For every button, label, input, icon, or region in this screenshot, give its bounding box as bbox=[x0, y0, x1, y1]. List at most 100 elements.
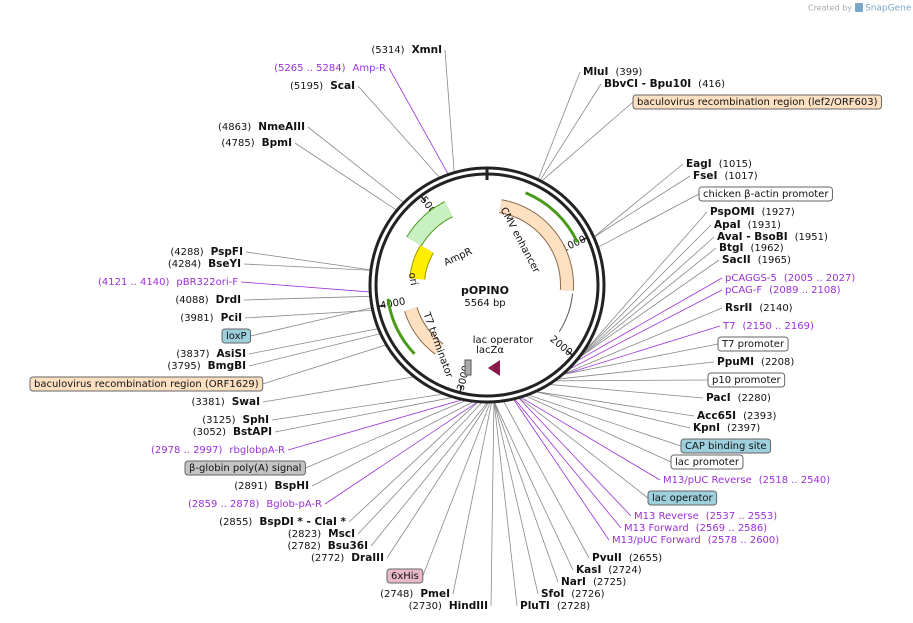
primer-label: (4121 .. 4140) pBR322ori-F bbox=[98, 277, 238, 288]
label-position: (3052) bbox=[193, 427, 226, 438]
leader-line bbox=[243, 263, 370, 271]
ring-tick bbox=[420, 195, 426, 202]
label-name: BspHI bbox=[275, 480, 309, 492]
site-label: PpuMI (2208) bbox=[717, 356, 794, 368]
feature-label: AmpR bbox=[442, 246, 474, 269]
feature-box bbox=[707, 372, 786, 388]
leader-line bbox=[538, 71, 581, 179]
label-position: (1962) bbox=[750, 243, 783, 254]
promoter-white bbox=[549, 292, 573, 332]
site-label: PacI (2280) bbox=[706, 392, 771, 404]
leader-line bbox=[537, 391, 695, 417]
promoter-edge bbox=[558, 293, 574, 333]
label-name: rbglobpA-R bbox=[229, 445, 285, 456]
label-position: (2208) bbox=[761, 357, 794, 368]
leader-line bbox=[240, 281, 370, 293]
leader-line bbox=[494, 402, 559, 583]
primer-label: M13 Reverse (2537 .. 2553) bbox=[634, 511, 777, 522]
primer-label: pCAG-F (2089 .. 2108) bbox=[725, 285, 841, 296]
leader-line bbox=[348, 402, 478, 523]
label-position: (3125) bbox=[202, 415, 235, 426]
label-name: Amp-R bbox=[353, 63, 387, 74]
label-name: PacI bbox=[706, 392, 731, 404]
primer-label: (5265 .. 5284) Amp-R bbox=[274, 63, 386, 74]
ori bbox=[410, 245, 434, 280]
leader-line bbox=[452, 402, 492, 595]
label-name: Bglob-pA-R bbox=[266, 499, 322, 510]
label-position: (1015) bbox=[719, 159, 752, 170]
leader-line bbox=[564, 343, 719, 375]
leader-line bbox=[493, 402, 518, 607]
site-label: AvaI - BsoBI (1951) bbox=[717, 231, 828, 243]
leader-line bbox=[262, 376, 414, 403]
label-position: (2855) bbox=[219, 517, 252, 528]
primer-label: pCAGGS-5 (2005 .. 2027) bbox=[725, 273, 855, 284]
label-position: (2150 .. 2169) bbox=[742, 321, 814, 332]
primer-label: (2978 .. 2997) rbglobpA-R bbox=[151, 445, 285, 456]
site-label: NarI (2725) bbox=[561, 576, 626, 588]
site-label: PluTI (2728) bbox=[520, 600, 590, 612]
label-position: (4863) bbox=[218, 122, 251, 133]
label-name: NarI bbox=[561, 576, 586, 588]
leader-line bbox=[570, 289, 723, 370]
leader-line bbox=[558, 361, 715, 380]
site-label: ApaI (1931) bbox=[714, 219, 781, 231]
label-name: MluI bbox=[583, 66, 608, 78]
leader-line bbox=[541, 101, 634, 181]
label-position: (3795) bbox=[167, 361, 200, 372]
feature-box bbox=[680, 438, 772, 454]
leader-line bbox=[503, 401, 590, 559]
site-label: (2782) Bsu36I bbox=[287, 540, 368, 552]
label-position: (2518 .. 2540) bbox=[759, 475, 831, 486]
label-name: FseI bbox=[693, 170, 717, 182]
site-label: PspOMI (1927) bbox=[710, 206, 795, 218]
feature-box bbox=[647, 490, 718, 506]
feature-box-label: CAP binding site bbox=[685, 441, 767, 452]
feature-label: lacZα bbox=[476, 345, 504, 356]
primer-label: M13 Forward (2569 .. 2586) bbox=[624, 523, 767, 534]
feature-box-label: loxP bbox=[226, 331, 247, 342]
leader-line bbox=[305, 400, 465, 469]
label-name: EagI bbox=[686, 158, 712, 170]
leader-line bbox=[594, 163, 684, 237]
label-name: pBR322ori-F bbox=[176, 277, 238, 288]
label-position: (4785) bbox=[221, 138, 254, 149]
feature-box bbox=[698, 186, 833, 202]
leader-line bbox=[243, 295, 370, 301]
label-name: PspFI bbox=[211, 246, 243, 258]
feature-box-label: lac promoter bbox=[675, 457, 740, 468]
leader-line bbox=[565, 307, 723, 374]
label-position: (2140) bbox=[759, 303, 792, 314]
label-name: BmgBI bbox=[208, 360, 246, 372]
label-position: (3381) bbox=[191, 397, 224, 408]
site-label: (4785) BpmI bbox=[221, 137, 292, 149]
label-name: SwaI bbox=[232, 396, 260, 408]
site-label: (4863) NmeAIII bbox=[218, 121, 305, 133]
lacz-arrow bbox=[488, 360, 500, 376]
leader-line bbox=[518, 398, 632, 517]
label-name: AsiSI bbox=[217, 348, 246, 360]
leader-line bbox=[248, 333, 380, 367]
site-label: (3795) BmgBI bbox=[167, 360, 246, 372]
leader-line bbox=[564, 325, 721, 375]
label-name: PluTI bbox=[520, 600, 550, 612]
label-name: DraIII bbox=[351, 552, 384, 564]
feature-box bbox=[670, 454, 744, 470]
label-position: (1017) bbox=[724, 171, 757, 182]
leader-line bbox=[307, 126, 404, 203]
label-position: (1965) bbox=[758, 255, 791, 266]
arrow-left bbox=[386, 298, 416, 355]
leader-line bbox=[594, 175, 691, 237]
labels: (5314) XmnI(5265 .. 5284) Amp-R(5195) ScaI(… bbox=[29, 44, 883, 612]
leader-line bbox=[262, 344, 386, 385]
leaders bbox=[240, 49, 723, 607]
label-name: SfoI bbox=[541, 588, 564, 600]
t7-terminator bbox=[405, 307, 443, 354]
label-position: (2537 .. 2553) bbox=[706, 511, 778, 522]
feature-box-label: lac operator bbox=[652, 493, 713, 504]
label-name: BtgI bbox=[719, 242, 743, 254]
leader-line bbox=[311, 401, 473, 487]
leader-line bbox=[388, 67, 449, 174]
cmv-enhancer bbox=[499, 200, 573, 291]
